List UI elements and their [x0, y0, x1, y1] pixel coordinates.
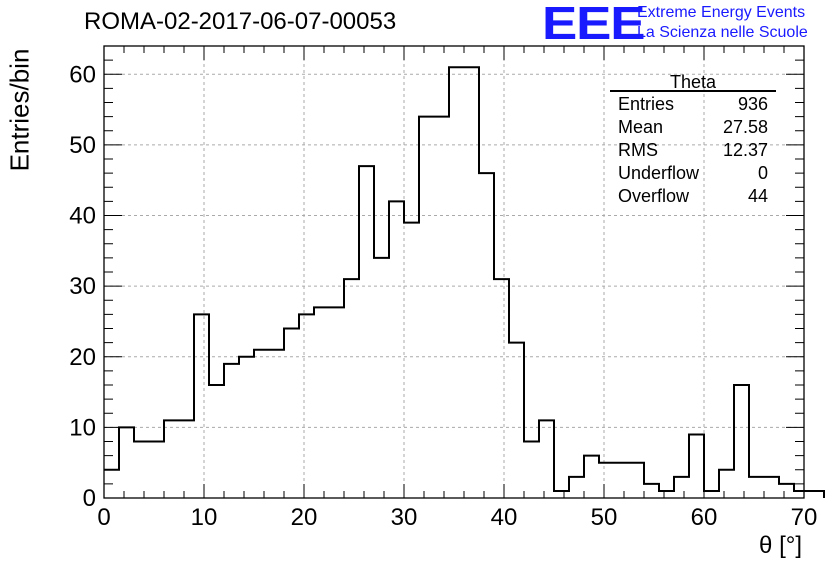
- x-axis-label: θ [°]: [759, 532, 802, 559]
- y-tick-label: 60: [69, 61, 96, 88]
- histogram-bin: [479, 173, 494, 498]
- stats-label: Underflow: [618, 163, 700, 183]
- histogram-bin: [719, 470, 734, 498]
- histogram-bin: [779, 484, 794, 498]
- histogram-bin: [569, 477, 584, 498]
- stats-value: 12.37: [723, 140, 768, 160]
- stats-label: Entries: [618, 94, 674, 114]
- histogram-bin: [389, 201, 404, 498]
- stats-label: Overflow: [618, 186, 690, 206]
- histogram-bin: [809, 491, 824, 498]
- logo-caption: Extreme Energy Events La Scienza nelle S…: [637, 3, 808, 43]
- histogram-bin: [539, 420, 554, 498]
- histogram-bin: [404, 223, 419, 498]
- histogram-bin: [764, 477, 779, 498]
- histogram-bin: [554, 491, 569, 498]
- x-tick-label: 0: [97, 504, 110, 531]
- histogram-bin: [509, 343, 524, 498]
- histogram-bin: [134, 442, 149, 499]
- eee-logo: EEE: [542, 0, 646, 49]
- histogram-bin: [659, 491, 674, 498]
- histogram-bin: [359, 166, 374, 498]
- histogram-bin: [224, 364, 239, 498]
- histogram-bin: [464, 67, 479, 498]
- plot-frame: [103, 45, 805, 499]
- stats-label: Mean: [618, 117, 663, 137]
- histogram-bin: [104, 470, 119, 498]
- y-tick-label: 40: [69, 203, 96, 230]
- histogram-bin: [419, 117, 434, 498]
- y-tick-label: 50: [69, 132, 96, 159]
- histogram-bin: [644, 484, 659, 498]
- stats-box-title: Theta: [670, 72, 717, 92]
- x-tick-label: 20: [291, 504, 318, 531]
- histogram-bin: [269, 350, 284, 498]
- x-tick-label: 40: [491, 504, 518, 531]
- x-tick-label: 50: [591, 504, 618, 531]
- y-tick-label: 0: [83, 485, 96, 512]
- x-tick-label: 60: [691, 504, 718, 531]
- logo-caption-line1: Extreme Energy Events: [637, 4, 806, 21]
- histogram-bins: [104, 66, 825, 499]
- y-tick-label: 20: [69, 344, 96, 371]
- y-tick-label: 30: [69, 273, 96, 300]
- histogram-bin: [629, 463, 644, 498]
- histogram-bin: [689, 434, 704, 498]
- histogram-bin: [584, 456, 599, 498]
- y-tick-label: 10: [69, 414, 96, 441]
- histogram-bin: [179, 420, 194, 498]
- stats-value: 0: [758, 163, 768, 183]
- stats-value: 27.58: [723, 117, 768, 137]
- histogram-bin: [314, 307, 329, 498]
- stats-value: 936: [738, 94, 768, 114]
- histogram-bin: [674, 477, 689, 498]
- histogram-bin: [209, 385, 224, 498]
- histogram-bin: [299, 314, 314, 498]
- histogram-bin: [734, 385, 749, 498]
- stats-label: RMS: [618, 140, 658, 160]
- histogram-bin: [794, 491, 809, 498]
- histogram-bin: [254, 350, 269, 498]
- histogram-bin: [149, 442, 164, 499]
- histogram-bin: [434, 117, 449, 498]
- chart-title: ROMA-02-2017-06-07-00053: [84, 8, 397, 35]
- histogram-bin: [164, 420, 179, 498]
- histogram-bin: [119, 427, 134, 498]
- x-tick-label: 30: [391, 504, 418, 531]
- axis-ticks: [103, 45, 805, 499]
- logo-caption-line2: La Scienza nelle Scuole: [637, 24, 808, 41]
- histogram-bin: [329, 307, 344, 498]
- histogram-bin: [194, 314, 209, 498]
- x-tick-label: 10: [191, 504, 218, 531]
- histogram-bin: [749, 477, 764, 498]
- histogram-bin: [704, 491, 719, 498]
- histogram-bin: [449, 67, 464, 498]
- histogram-bin: [494, 279, 509, 498]
- histogram-bin: [524, 442, 539, 499]
- y-axis-label: Entries/bin: [4, 48, 35, 172]
- grid-lines: [104, 46, 804, 498]
- histogram-bin: [284, 329, 299, 499]
- x-tick-label: 70: [791, 504, 818, 531]
- histogram-bin: [599, 463, 614, 498]
- histogram-bin: [374, 258, 389, 498]
- histogram-bin: [614, 463, 629, 498]
- stats-value: 44: [748, 186, 768, 206]
- histogram-outline: [104, 66, 825, 498]
- tick-labels: 0 10 20 30 40 50 60 70 0 10 20 30 40 50 60: [69, 61, 817, 531]
- histogram-bin: [239, 357, 254, 498]
- histogram-bin: [344, 279, 359, 498]
